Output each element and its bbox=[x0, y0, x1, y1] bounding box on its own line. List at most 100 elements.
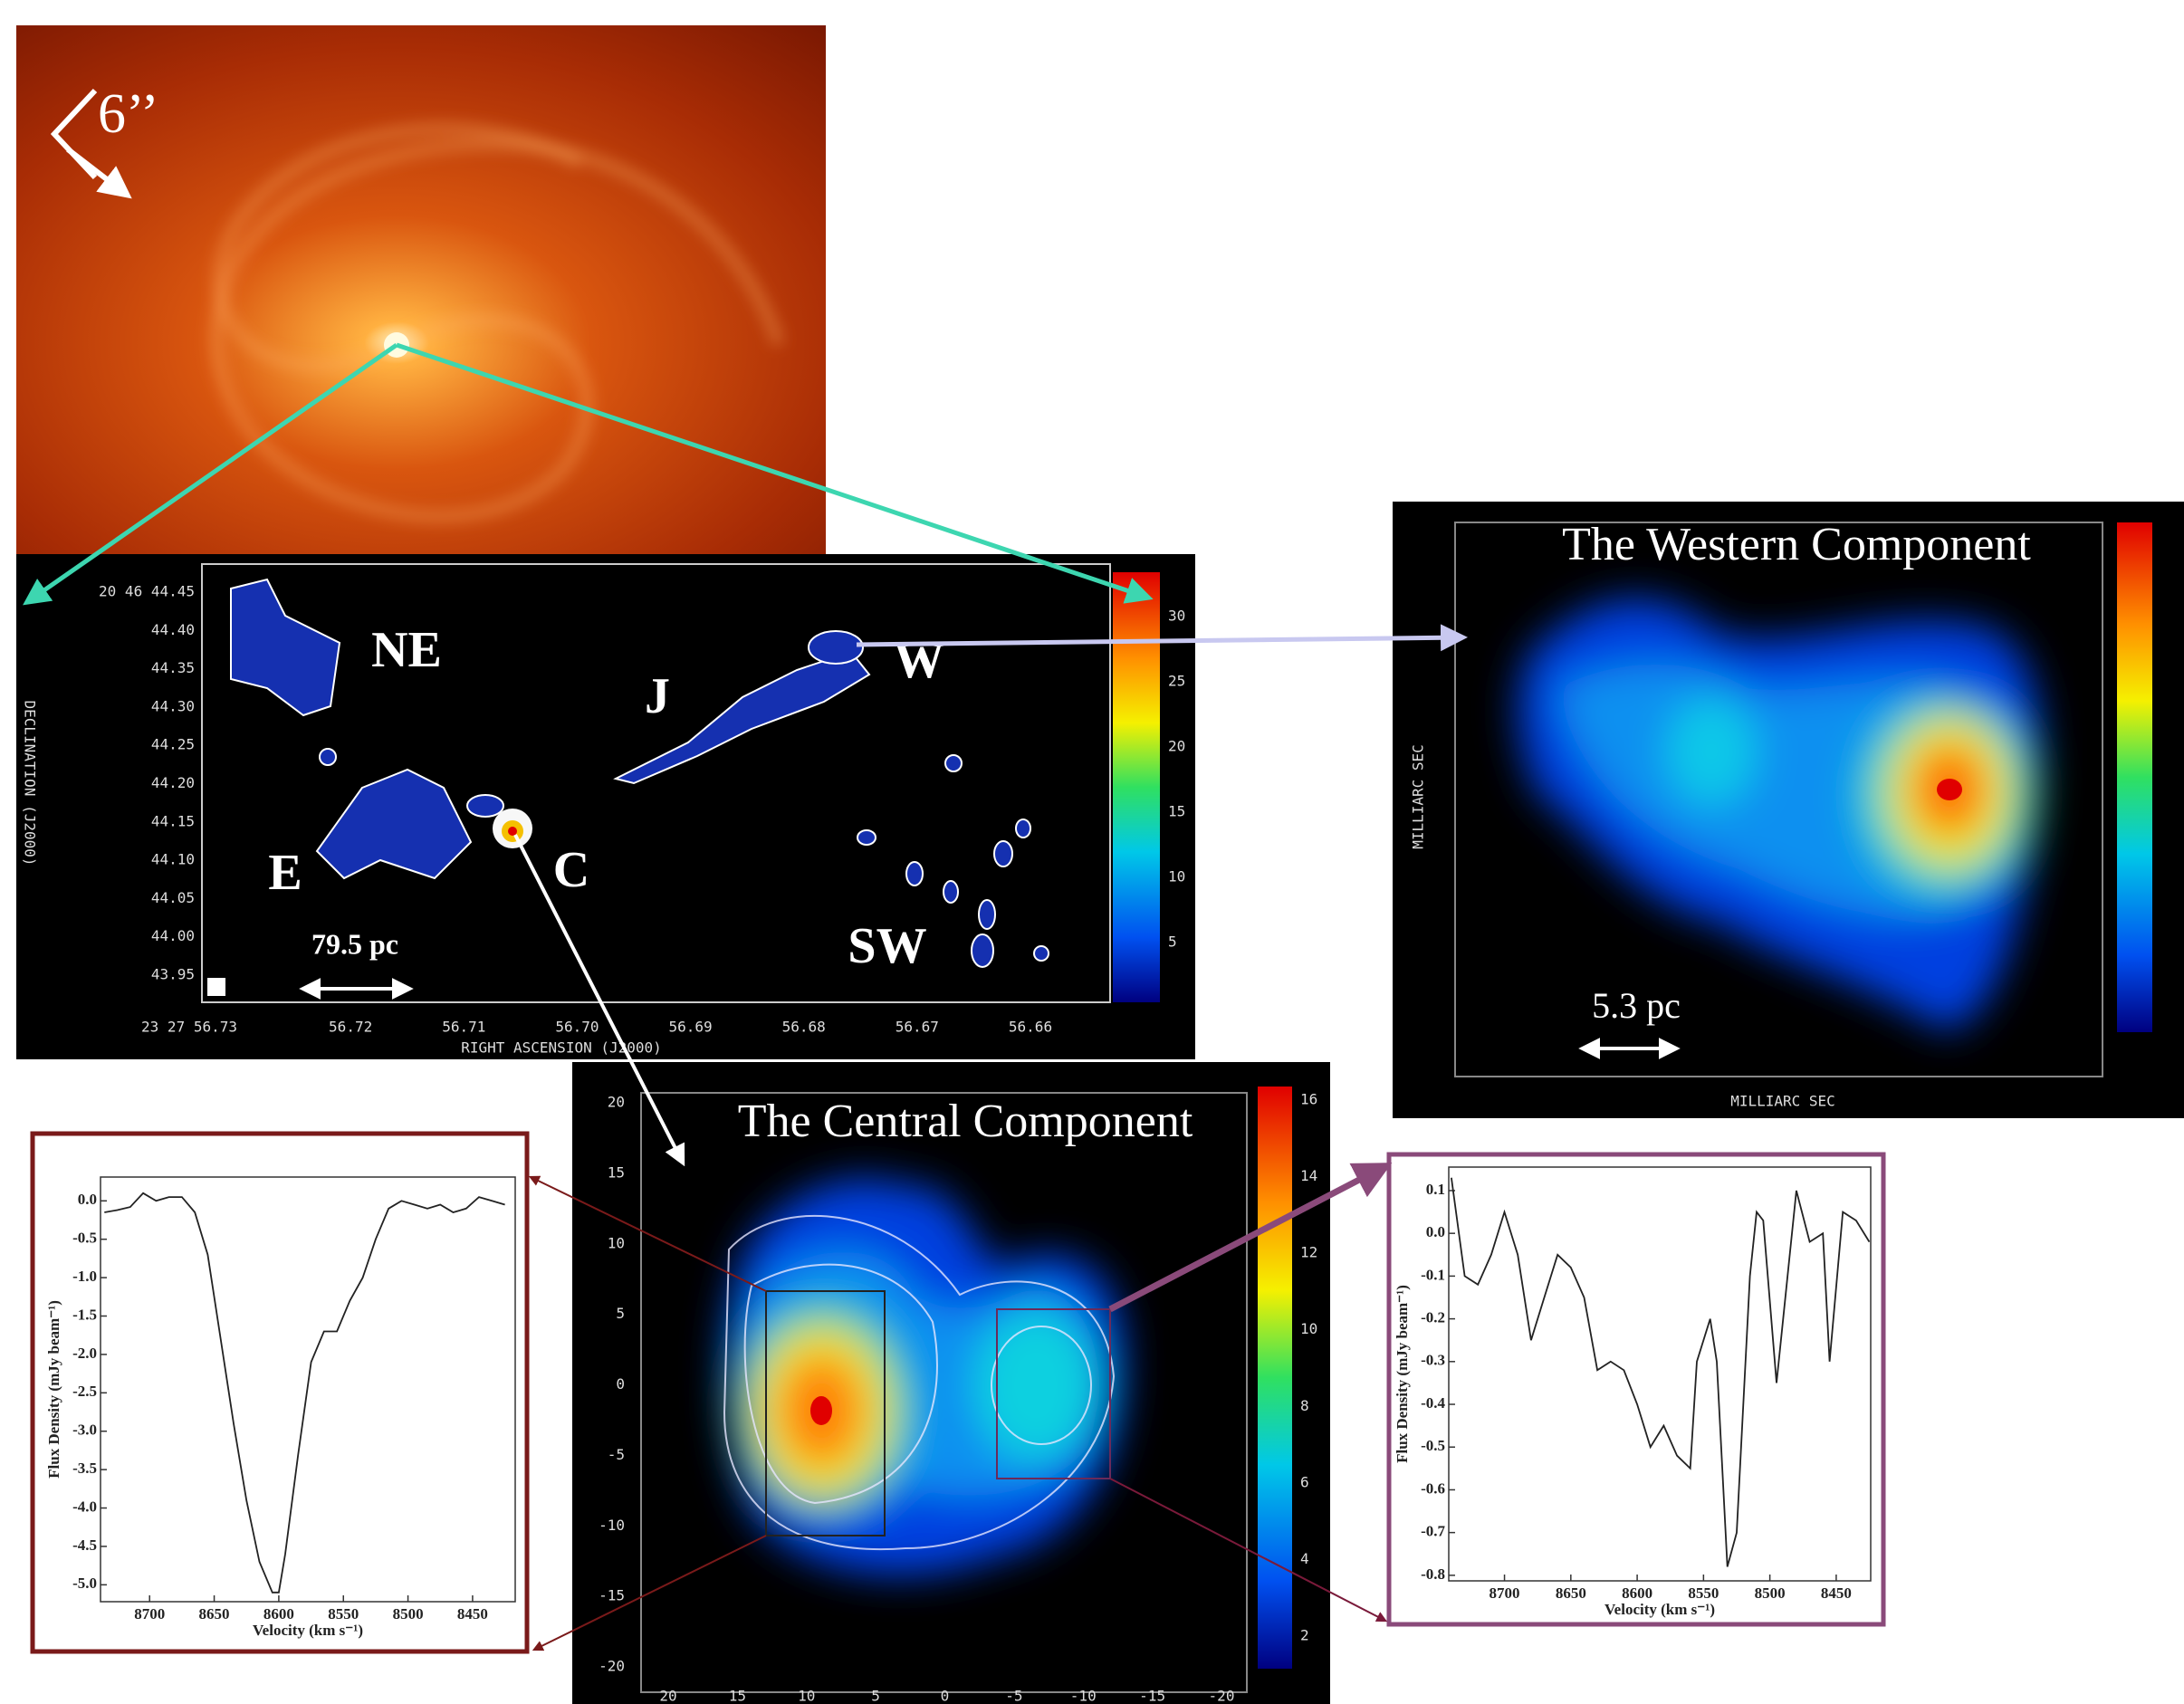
y-tick-label: -0.2 bbox=[1421, 1309, 1445, 1326]
y-tick-label: 15 bbox=[608, 1163, 625, 1181]
y-tick-label: 44.30 bbox=[151, 697, 195, 714]
x-axis-label: MILLIARC SEC bbox=[1730, 1093, 1835, 1110]
y-tick-label: 0 bbox=[616, 1375, 625, 1393]
y-tick-label: 43.95 bbox=[151, 966, 195, 983]
colorbar-label: 16 bbox=[1300, 1091, 1317, 1108]
y-axis-label: MILLIARC SEC bbox=[1410, 744, 1427, 849]
y-axis-label: Flux Density (mJy beam⁻¹) bbox=[45, 1300, 62, 1479]
x-tick-label: -15 bbox=[1139, 1688, 1165, 1704]
scale-bar-label: 5.3 pc bbox=[1592, 985, 1681, 1026]
colorbar-label: 25 bbox=[1168, 673, 1185, 690]
y-tick-label: -15 bbox=[599, 1587, 625, 1604]
y-tick-label: 10 bbox=[608, 1234, 625, 1251]
x-tick-label: -5 bbox=[1005, 1688, 1022, 1704]
x-tick-label: 56.67 bbox=[896, 1019, 939, 1036]
y-tick-label: -0.6 bbox=[1421, 1479, 1445, 1497]
page: { "galaxy_image": {"scale_label": "6’’"}… bbox=[0, 0, 2184, 1704]
y-tick-label: -2.5 bbox=[72, 1383, 97, 1400]
y-tick-label: 0.1 bbox=[1426, 1181, 1445, 1198]
colorbar-label: 15 bbox=[1168, 803, 1185, 820]
panel-title: The Western Component bbox=[1562, 519, 2031, 570]
x-axis-label: RIGHT ASCENSION (J2000) bbox=[461, 1039, 662, 1057]
x-tick-label: 56.71 bbox=[442, 1019, 485, 1036]
x-tick-label: 10 bbox=[798, 1688, 815, 1704]
colorbar-label: 10 bbox=[1168, 868, 1185, 886]
x-tick-label: 8450 bbox=[1821, 1584, 1852, 1602]
y-tick-label: -0.4 bbox=[1421, 1394, 1445, 1412]
central-component: The Central Component 20151050-5-10-15-2… bbox=[572, 1062, 1330, 1704]
western-component: The Western Component 5.3 pc MILLIARC SE… bbox=[1393, 502, 2184, 1118]
y-tick-label: -0.1 bbox=[1421, 1266, 1445, 1283]
y-tick-label: -1.0 bbox=[72, 1268, 97, 1285]
source-label: W bbox=[894, 633, 944, 689]
y-axis-label: Flux Density (mJy beam⁻¹) bbox=[1394, 1285, 1411, 1463]
y-tick-label: 44.35 bbox=[151, 659, 195, 676]
colorbar-label: 5 bbox=[1168, 933, 1177, 951]
x-tick-label: 8650 bbox=[1556, 1584, 1586, 1602]
source-label: NE bbox=[371, 622, 442, 678]
colorbar-label: 14 bbox=[1300, 1167, 1317, 1184]
scale-label: 6’’ bbox=[98, 83, 159, 145]
x-tick-label: 8600 bbox=[1622, 1584, 1652, 1602]
y-tick-label: 44.10 bbox=[151, 851, 195, 868]
x-axis-label: Velocity (km s⁻¹) bbox=[1604, 1601, 1715, 1618]
colorbar-label: 8 bbox=[1300, 1397, 1309, 1414]
y-tick-label: -20 bbox=[599, 1658, 625, 1675]
y-tick-label: -3.0 bbox=[72, 1422, 97, 1439]
panel-title: The Central Component bbox=[738, 1096, 1193, 1147]
y-tick-label: -4.5 bbox=[72, 1536, 97, 1554]
y-tick-label: -3.5 bbox=[72, 1460, 97, 1477]
colorbar-label: 2 bbox=[1300, 1627, 1309, 1644]
colorbar-label: 20 bbox=[1168, 738, 1185, 755]
y-tick-label: -5 bbox=[608, 1446, 625, 1463]
colorbar-label: 10 bbox=[1300, 1320, 1317, 1337]
colorbar-label: 4 bbox=[1300, 1550, 1309, 1567]
spectrum-box bbox=[1389, 1154, 1883, 1624]
x-tick-label: -20 bbox=[1209, 1688, 1235, 1704]
y-tick-label: -0.5 bbox=[72, 1230, 97, 1247]
colorbar-label: 12 bbox=[1300, 1244, 1317, 1261]
x-tick-label: 56.66 bbox=[1009, 1019, 1052, 1036]
x-axis-label: Velocity (km s⁻¹) bbox=[253, 1622, 363, 1639]
y-tick-label: -2.0 bbox=[72, 1345, 97, 1362]
y-tick-label: 44.25 bbox=[151, 736, 195, 753]
figure: 6’’ 79.5 pc DECLINATION (J2000) RIGHT AS… bbox=[0, 0, 2184, 1704]
x-tick-label: 0 bbox=[941, 1688, 950, 1704]
x-tick-label: 8650 bbox=[199, 1605, 230, 1623]
y-tick-label: 0.0 bbox=[78, 1191, 97, 1208]
galaxy-image: 6’’ bbox=[16, 25, 826, 554]
source-label: E bbox=[268, 845, 302, 901]
y-tick-label: 5 bbox=[616, 1305, 625, 1322]
x-tick-label: 56.68 bbox=[782, 1019, 826, 1036]
y-axis-label: DECLINATION (J2000) bbox=[22, 700, 39, 866]
y-tick-label: -0.5 bbox=[1421, 1437, 1445, 1454]
y-tick-label: 0.0 bbox=[1426, 1223, 1445, 1240]
x-tick-label: 8500 bbox=[393, 1605, 424, 1623]
y-tick-label: 44.40 bbox=[151, 621, 195, 638]
y-tick-label: -5.0 bbox=[72, 1575, 97, 1592]
y-tick-label: -1.5 bbox=[72, 1306, 97, 1323]
x-tick-label: 8600 bbox=[263, 1605, 294, 1623]
y-tick-label: -10 bbox=[599, 1517, 625, 1534]
source-label: C bbox=[553, 842, 589, 898]
y-tick-label: -0.8 bbox=[1421, 1565, 1445, 1583]
x-tick-label: 8700 bbox=[134, 1605, 165, 1623]
y-tick-label: 44.00 bbox=[151, 927, 195, 944]
source-label: J bbox=[645, 668, 670, 724]
x-tick-label: 8550 bbox=[328, 1605, 359, 1623]
y-tick-label: 44.20 bbox=[151, 774, 195, 791]
y-tick-label: 44.05 bbox=[151, 889, 195, 906]
x-tick-label: 56.70 bbox=[555, 1019, 599, 1036]
x-tick-label: 56.69 bbox=[668, 1019, 712, 1036]
y-tick-label: -4.0 bbox=[72, 1498, 97, 1515]
x-tick-label: 15 bbox=[729, 1688, 746, 1704]
y-tick-label: -0.7 bbox=[1421, 1523, 1445, 1540]
x-tick-label: 8500 bbox=[1755, 1584, 1786, 1602]
x-tick-label: -10 bbox=[1070, 1688, 1097, 1704]
radio-map: 79.5 pc DECLINATION (J2000) RIGHT ASCENS… bbox=[16, 554, 1195, 1059]
x-tick-label: 20 bbox=[659, 1688, 676, 1704]
source-label: SW bbox=[848, 918, 926, 974]
x-tick-label: 23 27 56.73 bbox=[141, 1019, 237, 1036]
y-tick-label: 20 bbox=[608, 1094, 625, 1111]
y-tick-label: -0.3 bbox=[1421, 1352, 1445, 1369]
